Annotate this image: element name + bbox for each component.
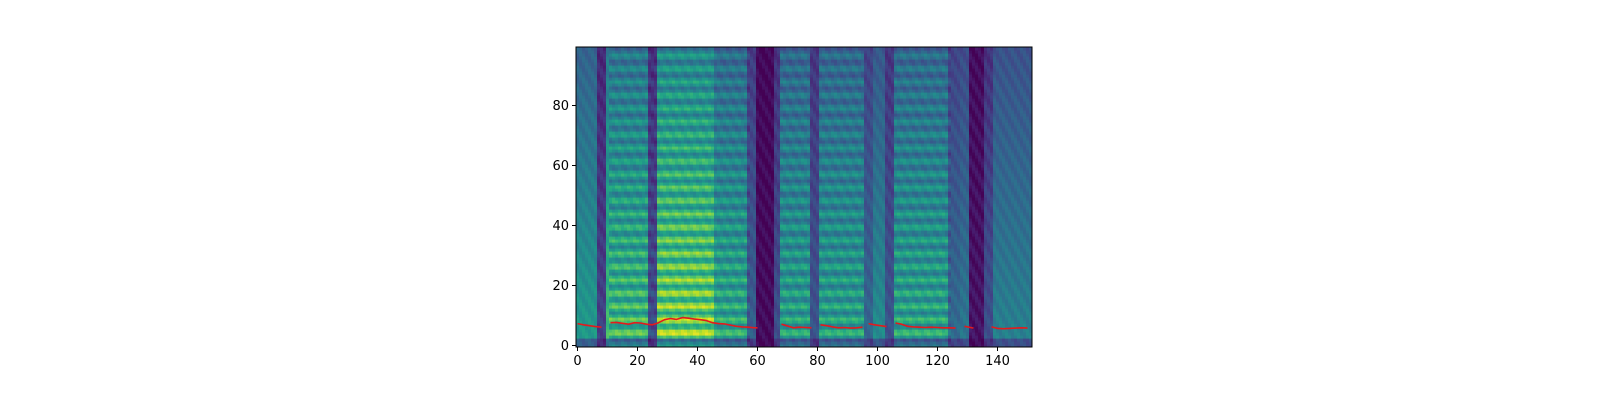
x-tick-label: 100 — [865, 354, 890, 369]
x-axis: 0 20 40 60 80 100 120 140 — [573, 347, 1010, 369]
x-tick-label: 40 — [689, 354, 706, 369]
x-tick-label: 60 — [749, 354, 766, 369]
x-tick-label: 20 — [629, 354, 646, 369]
spectrogram-heatmap — [576, 47, 1033, 348]
y-tick-label: 0 — [561, 339, 569, 354]
y-tick-label: 40 — [552, 219, 569, 234]
x-tick-label: 120 — [925, 354, 950, 369]
y-axis: 0 20 40 60 80 — [552, 99, 576, 354]
y-tick-label: 20 — [552, 279, 569, 294]
x-tick-label: 0 — [573, 354, 581, 369]
y-tick-label: 60 — [552, 159, 569, 174]
x-tick-label: 140 — [985, 354, 1010, 369]
y-tick-label: 80 — [552, 99, 569, 114]
x-tick-label: 80 — [809, 354, 826, 369]
